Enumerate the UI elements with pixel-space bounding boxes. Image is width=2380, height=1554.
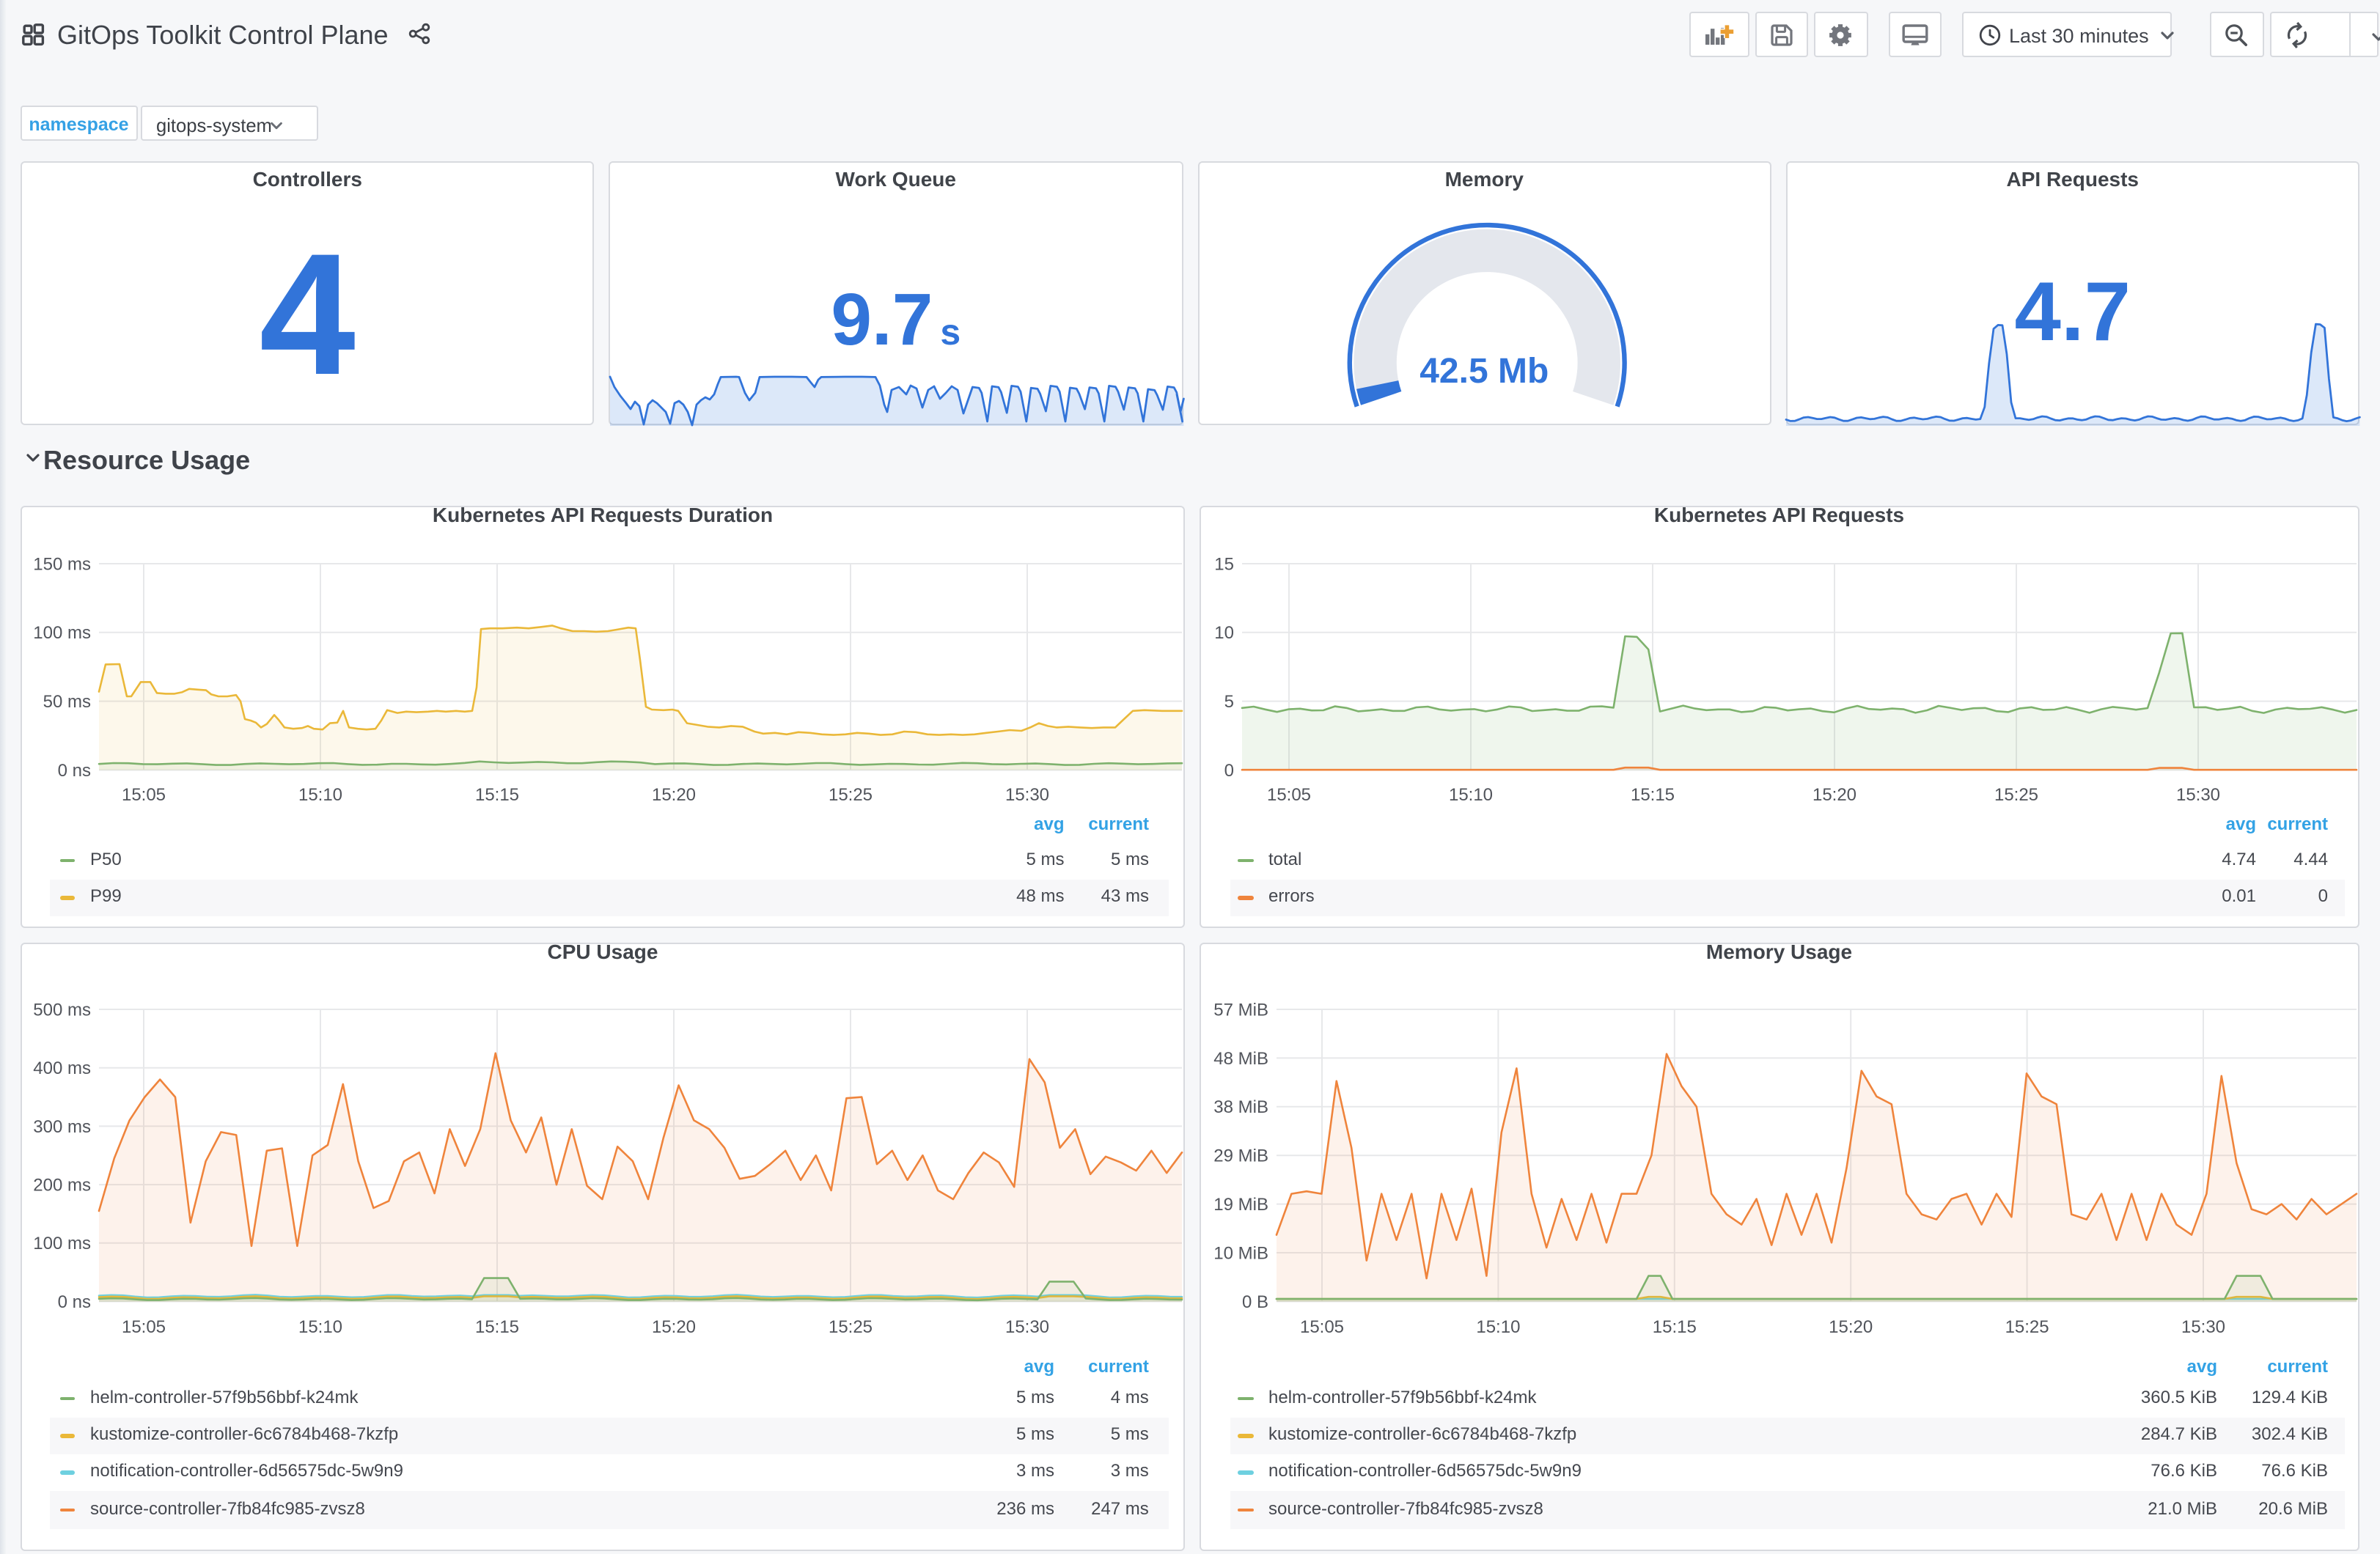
svg-text:15:15: 15:15 bbox=[475, 1317, 519, 1336]
svg-text:15:25: 15:25 bbox=[2005, 1317, 2049, 1336]
svg-text:15:25: 15:25 bbox=[829, 1317, 873, 1336]
svg-text:29 MiB: 29 MiB bbox=[1213, 1146, 1268, 1166]
svg-text:15:30: 15:30 bbox=[1005, 1317, 1049, 1336]
svg-text:15:10: 15:10 bbox=[298, 785, 342, 805]
svg-text:200 ms: 200 ms bbox=[33, 1175, 91, 1195]
svg-text:15:05: 15:05 bbox=[1299, 1317, 1343, 1336]
svg-text:0 ns: 0 ns bbox=[58, 761, 91, 781]
svg-text:15:15: 15:15 bbox=[1630, 785, 1674, 805]
svg-text:15:30: 15:30 bbox=[2181, 1317, 2225, 1336]
svg-text:150 ms: 150 ms bbox=[33, 554, 91, 574]
svg-text:400 ms: 400 ms bbox=[33, 1058, 91, 1078]
svg-text:10: 10 bbox=[1213, 623, 1233, 643]
svg-text:15:10: 15:10 bbox=[1448, 785, 1492, 805]
svg-text:15:30: 15:30 bbox=[1005, 785, 1049, 805]
svg-text:15:20: 15:20 bbox=[652, 1317, 696, 1336]
svg-text:15:20: 15:20 bbox=[1828, 1317, 1872, 1336]
svg-text:10 MiB: 10 MiB bbox=[1213, 1242, 1268, 1262]
svg-text:15:05: 15:05 bbox=[122, 1317, 166, 1336]
svg-text:5: 5 bbox=[1224, 692, 1233, 712]
svg-text:0 ns: 0 ns bbox=[58, 1292, 91, 1311]
svg-text:48 MiB: 48 MiB bbox=[1213, 1048, 1268, 1068]
svg-text:100 ms: 100 ms bbox=[33, 623, 91, 643]
svg-text:0 B: 0 B bbox=[1241, 1292, 1268, 1311]
svg-text:100 ms: 100 ms bbox=[33, 1233, 91, 1253]
svg-text:15:15: 15:15 bbox=[1652, 1317, 1696, 1336]
svg-text:19 MiB: 19 MiB bbox=[1213, 1194, 1268, 1214]
svg-text:15:05: 15:05 bbox=[122, 785, 166, 805]
svg-text:57 MiB: 57 MiB bbox=[1213, 999, 1268, 1019]
svg-text:15:10: 15:10 bbox=[1475, 1317, 1519, 1336]
svg-text:15:20: 15:20 bbox=[1812, 785, 1856, 805]
svg-text:300 ms: 300 ms bbox=[33, 1116, 91, 1136]
svg-text:15: 15 bbox=[1213, 554, 1233, 574]
svg-text:500 ms: 500 ms bbox=[33, 999, 91, 1019]
svg-text:15:30: 15:30 bbox=[2175, 785, 2219, 805]
svg-text:0: 0 bbox=[1224, 761, 1233, 781]
svg-text:15:10: 15:10 bbox=[298, 1317, 342, 1336]
svg-text:15:20: 15:20 bbox=[652, 785, 696, 805]
svg-text:15:15: 15:15 bbox=[475, 785, 519, 805]
svg-text:38 MiB: 38 MiB bbox=[1213, 1097, 1268, 1116]
svg-text:50 ms: 50 ms bbox=[43, 692, 91, 712]
svg-text:15:25: 15:25 bbox=[829, 785, 873, 805]
svg-text:15:05: 15:05 bbox=[1266, 785, 1310, 805]
svg-text:15:25: 15:25 bbox=[1994, 785, 2038, 805]
